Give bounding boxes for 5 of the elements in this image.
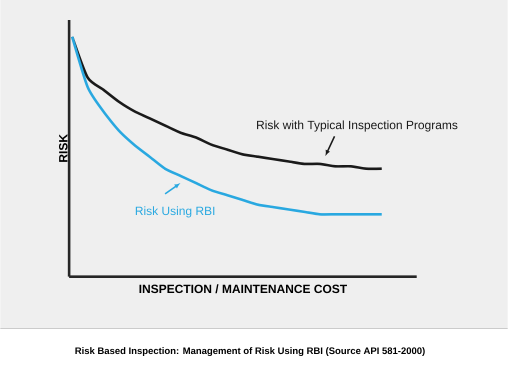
text: Risk Based Inspection: Management of Risk Using RBI (Source API 581-2000) [75, 347, 425, 356]
legend-label: Risk Using RBI [136, 206, 214, 218]
x-axis-title: INSPECTION / MAINTENANCE COST [140, 284, 347, 294]
text: Risk with Typical Inspection Programs [257, 120, 458, 132]
y-axis-title: RISK [58, 134, 68, 162]
